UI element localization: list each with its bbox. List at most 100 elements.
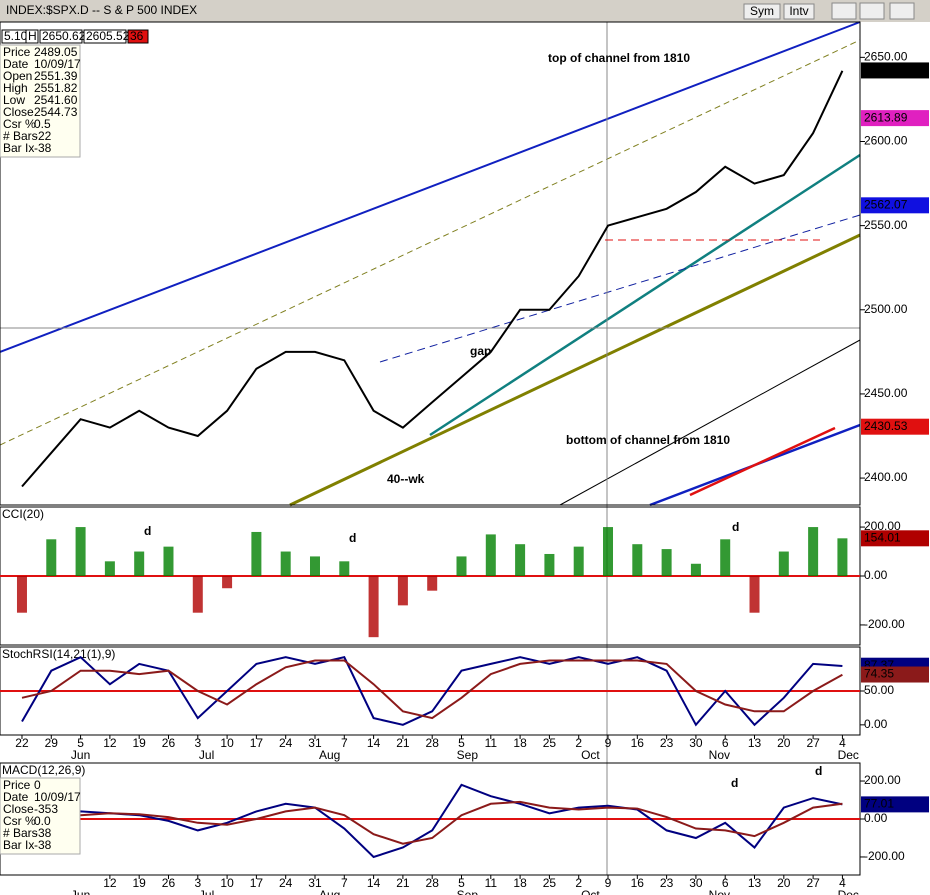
header-text: 5.10 [4, 29, 28, 43]
month-label: Nov [709, 748, 730, 762]
x-tick-label: 13 [748, 736, 762, 750]
x-tick-label: 5 [458, 876, 465, 890]
histogram-bar [515, 544, 526, 576]
value-marker-label: 2613.89 [864, 110, 908, 124]
x-tick-label: 10 [220, 736, 234, 750]
x-tick-label: 16 [631, 736, 645, 750]
x-tick-label: 18 [513, 876, 527, 890]
value-marker [861, 62, 929, 79]
x-tick-label: 4 [839, 736, 846, 750]
x-tick-label: 9 [605, 736, 612, 750]
histogram-bar [485, 534, 496, 576]
panel-frame [0, 21, 861, 506]
x-tick-label: 28 [426, 736, 440, 750]
histogram-bar [837, 538, 848, 576]
x-tick-label: 22 [15, 736, 29, 750]
info-value: 2551.39 [34, 69, 78, 83]
x-tick-label: 17 [250, 876, 264, 890]
month-label: Aug [319, 748, 340, 762]
x-tick-label: 28 [426, 876, 440, 890]
month-label: Dec [838, 748, 859, 762]
month-label: Nov [709, 888, 730, 895]
month-label: Dec [838, 888, 859, 895]
channel-lines [0, 21, 861, 875]
x-tick-label: 23 [660, 736, 674, 750]
series-line [21, 783, 843, 859]
sym-label[interactable]: Sym [750, 4, 774, 18]
header-cell [39, 29, 83, 44]
x-tick-label: 30 [689, 736, 703, 750]
info-label: # Bars [3, 129, 38, 143]
x-tick-label: 19 [133, 876, 147, 890]
header-text: 2650.62 [42, 29, 86, 43]
y-tick-label: 200.00 [864, 519, 901, 533]
x-tick-label: 25 [543, 876, 557, 890]
red-trend [689, 426, 836, 497]
info-box [0, 44, 81, 158]
header-cell [25, 29, 39, 44]
annotation: d [815, 764, 822, 778]
x-tick-label: 26 [162, 736, 176, 750]
x-tick-label: 3 [194, 736, 201, 750]
minimize-button[interactable] [831, 2, 857, 20]
panel-title: MACD(12,26,9) [2, 763, 85, 777]
value-marker-label: 154.01 [864, 530, 901, 544]
histogram-bar [104, 561, 115, 576]
x-tick-label: 19 [133, 736, 147, 750]
info-label: Date [3, 57, 29, 71]
intv-label[interactable]: Intv [789, 4, 808, 18]
info-value: -38 [34, 838, 52, 852]
series-line [21, 659, 843, 720]
x-tick-label: 14 [367, 736, 381, 750]
y-tick-label: 0.00 [864, 811, 888, 825]
info-label: Date [3, 790, 29, 804]
annotation: 40--wk [387, 472, 425, 486]
info-label: Csr % [3, 814, 36, 828]
info-label: Price [3, 45, 31, 59]
x-tick-label: 17 [250, 736, 264, 750]
close-button[interactable] [889, 2, 915, 20]
annotation: d [144, 524, 151, 538]
header-cell [83, 29, 127, 44]
info-value: 2544.73 [34, 105, 78, 119]
y-tick-label: -200.00 [864, 849, 905, 863]
intv-button[interactable] [783, 3, 815, 20]
histogram-bar [280, 551, 291, 576]
y-tick-label: 2400.00 [864, 470, 908, 484]
x-tick-label: 31 [308, 876, 322, 890]
info-label: Bar Ix [3, 141, 34, 155]
panel-title: CCI(20) [2, 507, 44, 521]
sym-button[interactable] [743, 3, 781, 20]
value-marker [861, 796, 929, 813]
x-tick-label: 5 [77, 736, 84, 750]
month-label: Oct [581, 748, 600, 762]
y-tick-label: 0.00 [864, 717, 888, 731]
x-tick-label: 30 [689, 876, 703, 890]
y-tick-label: 2600.00 [864, 134, 908, 148]
y-tick-label: 2450.00 [864, 386, 908, 400]
info-value: -38 [34, 141, 52, 155]
x-tick-label: 20 [777, 876, 791, 890]
month-label: Jul [199, 748, 214, 762]
month-label: Jun [71, 748, 90, 762]
info-label: Price [3, 778, 31, 792]
info-value: 2489.05 [34, 45, 78, 59]
maximize-button[interactable] [859, 2, 885, 20]
histogram-bar [573, 546, 584, 576]
info-label: Low [3, 93, 25, 107]
info-label: Open [3, 69, 32, 83]
value-marker [861, 110, 929, 127]
x-tick-label: 5 [458, 736, 465, 750]
histogram-bar [603, 527, 614, 576]
title-bar [0, 0, 930, 22]
histogram-bar [749, 576, 760, 613]
info-value: -22 [34, 129, 52, 143]
black-trend [559, 339, 861, 506]
series-line [21, 70, 844, 488]
x-tick-label: 7 [341, 736, 348, 750]
info-value: -353 [34, 802, 58, 816]
panel-title: StochRSI(14,21(1),9) [2, 647, 115, 661]
y-tick-label: 200.00 [864, 773, 901, 787]
x-tick-label: 27 [806, 876, 820, 890]
